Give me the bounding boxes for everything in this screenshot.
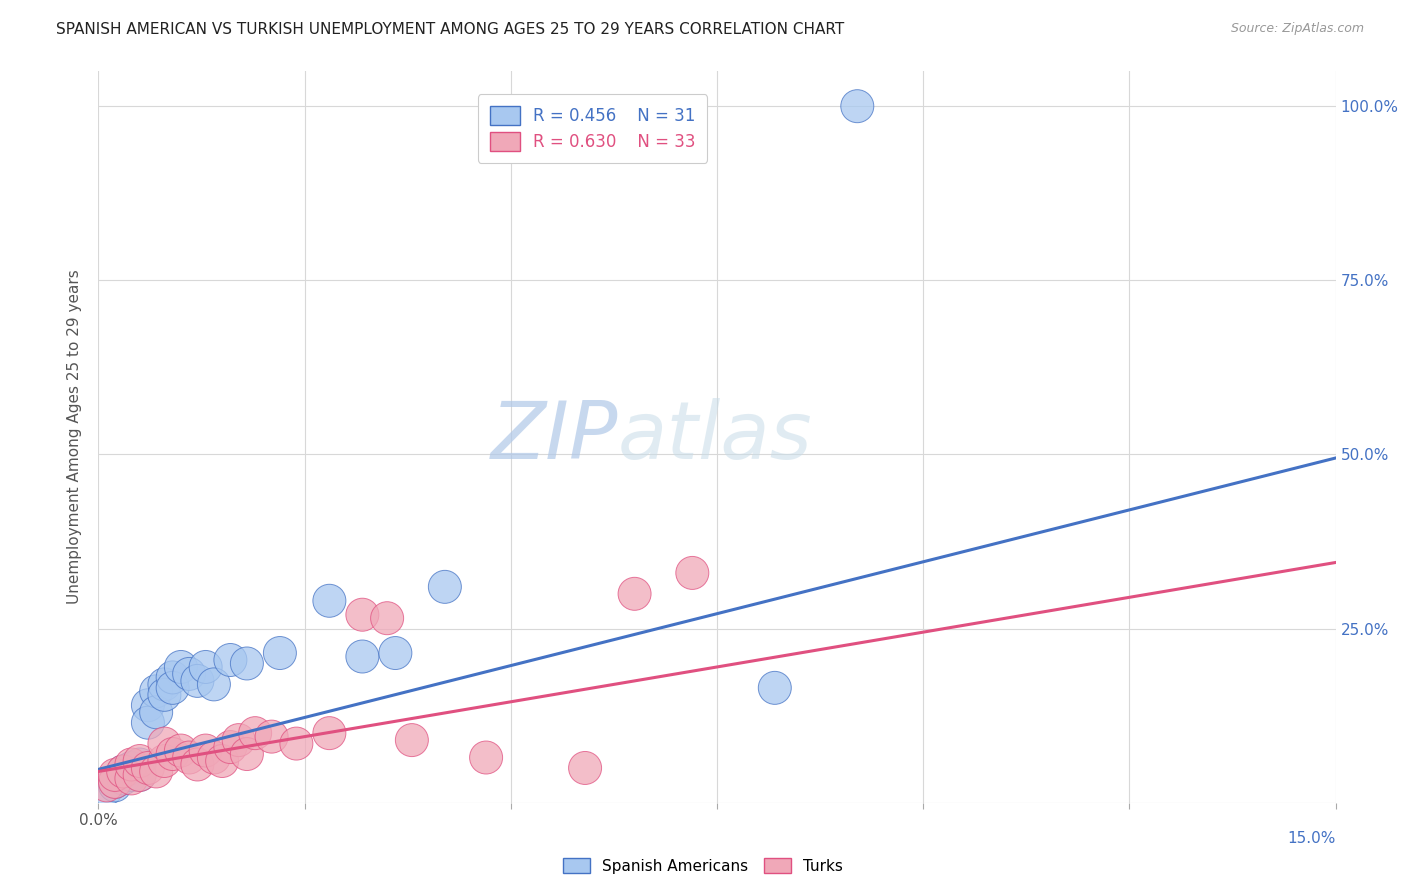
Ellipse shape xyxy=(181,748,214,781)
Ellipse shape xyxy=(190,734,222,767)
Ellipse shape xyxy=(470,741,502,774)
Ellipse shape xyxy=(124,758,156,791)
Ellipse shape xyxy=(173,741,205,774)
Ellipse shape xyxy=(115,758,148,791)
Ellipse shape xyxy=(280,727,314,760)
Ellipse shape xyxy=(139,755,173,788)
Ellipse shape xyxy=(205,745,239,778)
Text: atlas: atlas xyxy=(619,398,813,476)
Ellipse shape xyxy=(239,716,271,749)
Ellipse shape xyxy=(676,557,709,590)
Ellipse shape xyxy=(139,696,173,729)
Text: ZIP: ZIP xyxy=(491,398,619,476)
Ellipse shape xyxy=(314,716,346,749)
Ellipse shape xyxy=(98,769,131,802)
Ellipse shape xyxy=(395,723,429,756)
Ellipse shape xyxy=(98,765,131,798)
Ellipse shape xyxy=(214,643,247,676)
Ellipse shape xyxy=(148,678,181,711)
Ellipse shape xyxy=(131,751,165,784)
Ellipse shape xyxy=(346,640,378,673)
Ellipse shape xyxy=(115,748,148,781)
Y-axis label: Unemployment Among Ages 25 to 29 years: Unemployment Among Ages 25 to 29 years xyxy=(67,269,83,605)
Ellipse shape xyxy=(139,675,173,708)
Ellipse shape xyxy=(254,720,288,753)
Ellipse shape xyxy=(165,734,197,767)
Ellipse shape xyxy=(165,650,197,683)
Ellipse shape xyxy=(197,668,231,701)
Legend: R = 0.456    N = 31, R = 0.630    N = 33: R = 0.456 N = 31, R = 0.630 N = 33 xyxy=(478,95,707,163)
Ellipse shape xyxy=(124,745,156,778)
Text: 15.0%: 15.0% xyxy=(1288,830,1336,846)
Ellipse shape xyxy=(231,738,263,771)
Ellipse shape xyxy=(197,741,231,774)
Ellipse shape xyxy=(156,738,190,771)
Ellipse shape xyxy=(263,637,297,670)
Ellipse shape xyxy=(222,723,254,756)
Ellipse shape xyxy=(156,661,190,694)
Ellipse shape xyxy=(156,672,190,705)
Ellipse shape xyxy=(124,748,156,781)
Ellipse shape xyxy=(758,672,792,705)
Ellipse shape xyxy=(214,731,247,764)
Ellipse shape xyxy=(107,755,139,788)
Ellipse shape xyxy=(107,755,139,788)
Ellipse shape xyxy=(619,577,651,610)
Ellipse shape xyxy=(231,647,263,680)
Ellipse shape xyxy=(841,90,873,123)
Ellipse shape xyxy=(148,745,181,778)
Legend: Spanish Americans, Turks: Spanish Americans, Turks xyxy=(557,852,849,880)
Ellipse shape xyxy=(131,689,165,722)
Ellipse shape xyxy=(181,665,214,698)
Ellipse shape xyxy=(371,602,404,635)
Ellipse shape xyxy=(190,650,222,683)
Ellipse shape xyxy=(131,706,165,739)
Ellipse shape xyxy=(90,769,124,802)
Ellipse shape xyxy=(568,751,602,784)
Ellipse shape xyxy=(90,772,124,805)
Ellipse shape xyxy=(98,758,131,791)
Ellipse shape xyxy=(378,637,412,670)
Text: SPANISH AMERICAN VS TURKISH UNEMPLOYMENT AMONG AGES 25 TO 29 YEARS CORRELATION C: SPANISH AMERICAN VS TURKISH UNEMPLOYMENT… xyxy=(56,22,845,37)
Ellipse shape xyxy=(346,599,378,632)
Ellipse shape xyxy=(173,657,205,690)
Ellipse shape xyxy=(115,751,148,784)
Ellipse shape xyxy=(148,668,181,701)
Text: Source: ZipAtlas.com: Source: ZipAtlas.com xyxy=(1230,22,1364,36)
Ellipse shape xyxy=(429,570,461,603)
Ellipse shape xyxy=(115,762,148,795)
Ellipse shape xyxy=(148,727,181,760)
Ellipse shape xyxy=(98,765,131,798)
Ellipse shape xyxy=(124,758,156,791)
Ellipse shape xyxy=(107,762,139,795)
Ellipse shape xyxy=(314,584,346,617)
